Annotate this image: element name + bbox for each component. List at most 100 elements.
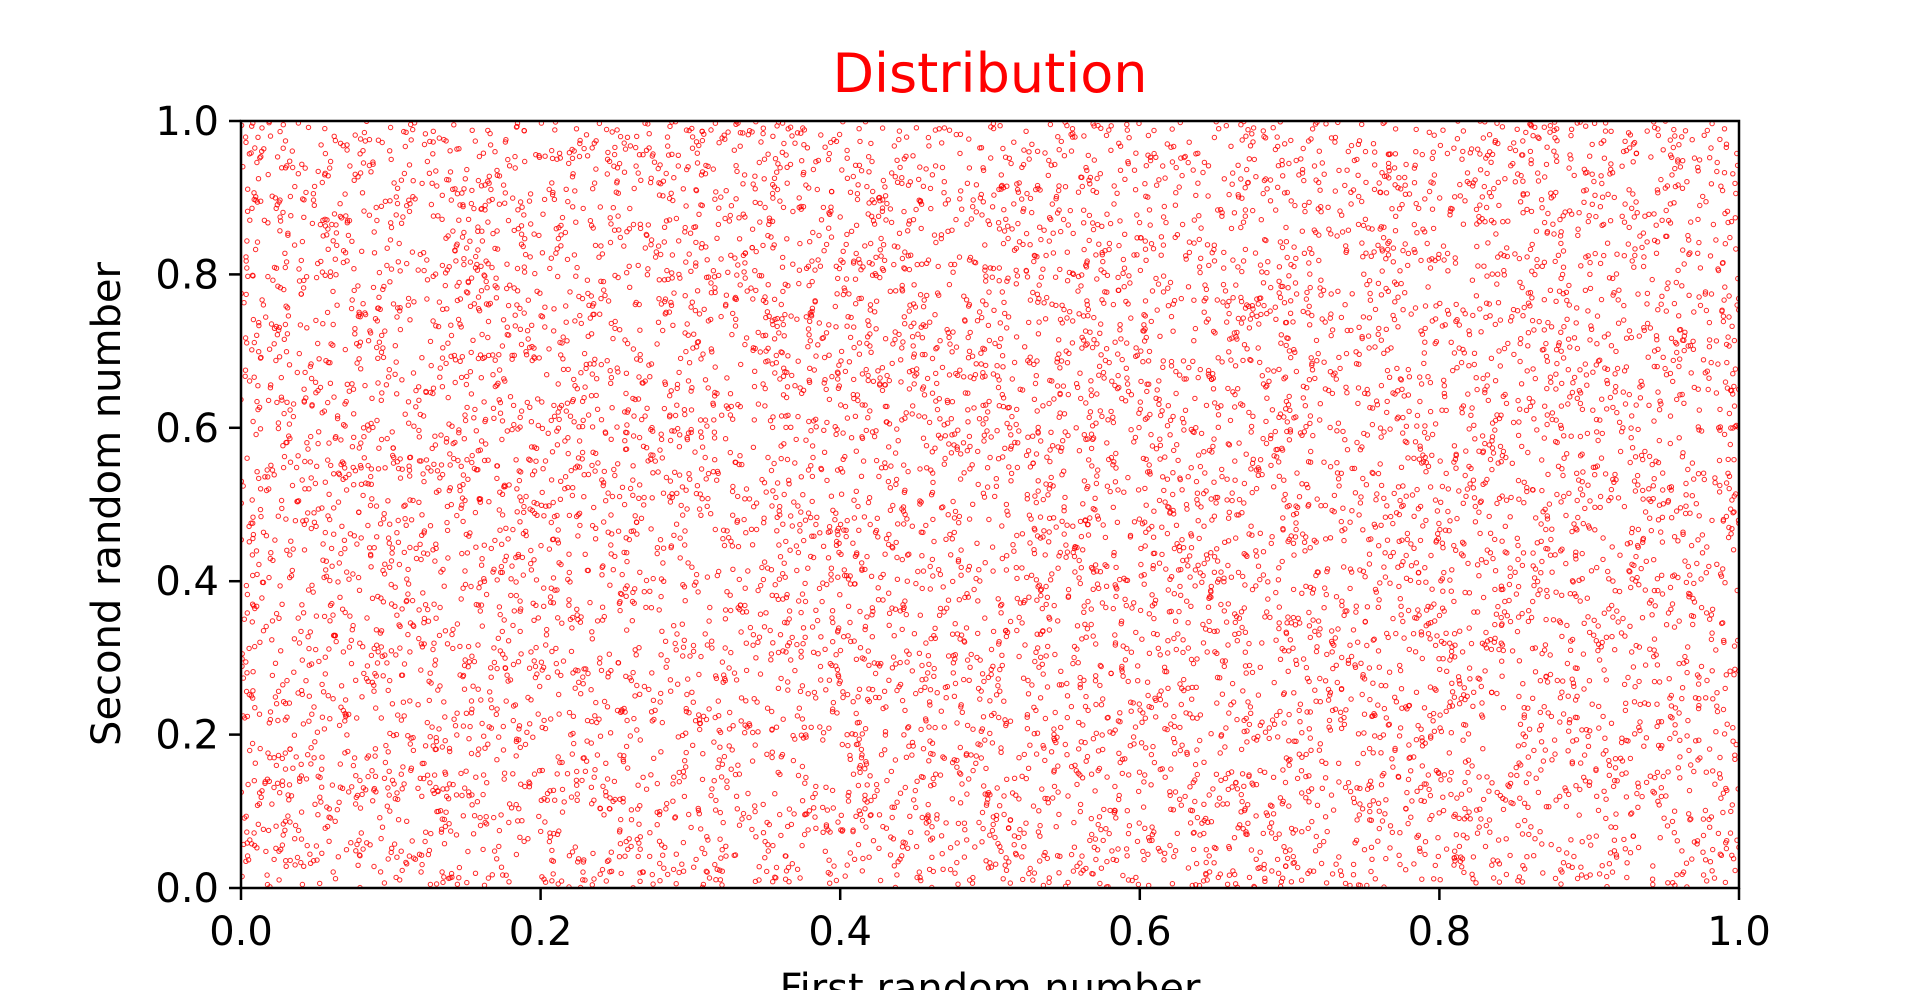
scatter-point xyxy=(1057,266,1063,273)
scatter-point xyxy=(964,180,971,187)
scatter-point xyxy=(1349,508,1355,514)
scatter-point xyxy=(1593,833,1600,839)
scatter-point xyxy=(836,131,843,138)
scatter-point xyxy=(389,429,395,435)
scatter-point xyxy=(567,289,573,295)
scatter-point xyxy=(1328,291,1334,297)
scatter-point xyxy=(1035,478,1041,484)
scatter-point xyxy=(1240,258,1247,264)
scatter-point xyxy=(1265,579,1271,585)
scatter-point xyxy=(382,759,389,766)
scatter-point xyxy=(1239,137,1245,143)
scatter-point xyxy=(1070,318,1076,324)
scatter-point xyxy=(491,645,497,651)
scatter-point xyxy=(826,725,832,731)
scatter-point xyxy=(1035,829,1042,835)
scatter-point xyxy=(1268,540,1275,547)
scatter-point xyxy=(1291,346,1297,353)
scatter-point xyxy=(1220,299,1226,305)
scatter-point xyxy=(1588,568,1595,574)
scatter-point xyxy=(1398,377,1405,383)
scatter-point xyxy=(416,458,423,464)
scatter-point xyxy=(1537,678,1544,684)
scatter-point xyxy=(1257,457,1264,463)
scatter-point xyxy=(1161,203,1168,210)
scatter-point xyxy=(698,466,705,472)
scatter-point xyxy=(647,853,653,860)
scatter-point xyxy=(242,335,249,341)
scatter-point xyxy=(1003,216,1009,223)
scatter-point xyxy=(1443,630,1449,636)
scatter-point xyxy=(283,863,289,869)
scatter-point xyxy=(1542,747,1549,753)
scatter-point xyxy=(1360,475,1366,482)
scatter-point xyxy=(1414,788,1420,794)
scatter-point xyxy=(1488,355,1495,361)
scatter-point xyxy=(1350,627,1357,633)
scatter-point xyxy=(1227,417,1234,424)
scatter-point xyxy=(931,665,937,672)
scatter-point xyxy=(555,409,561,415)
scatter-point xyxy=(1331,492,1338,499)
scatter-point xyxy=(712,285,718,291)
scatter-point xyxy=(776,542,782,548)
scatter-point xyxy=(1387,845,1393,851)
scatter-point xyxy=(453,792,460,798)
scatter-point xyxy=(770,195,776,201)
scatter-point xyxy=(1230,295,1236,301)
scatter-point xyxy=(458,770,464,777)
scatter-point xyxy=(551,328,557,334)
scatter-point xyxy=(1014,181,1020,187)
scatter-point xyxy=(1126,823,1133,829)
scatter-point xyxy=(1564,660,1571,667)
scatter-point xyxy=(588,393,595,399)
scatter-point xyxy=(506,801,513,807)
scatter-point xyxy=(1387,426,1393,432)
scatter-point xyxy=(1695,537,1701,543)
scatter-point xyxy=(1712,480,1718,486)
scatter-point xyxy=(1150,246,1157,252)
scatter-point xyxy=(1696,407,1703,413)
scatter-point xyxy=(1143,502,1149,508)
scatter-point xyxy=(1085,306,1092,313)
scatter-point xyxy=(1246,156,1253,162)
scatter-point xyxy=(1597,260,1604,267)
scatter-point xyxy=(1350,872,1357,878)
scatter-point xyxy=(1200,572,1206,579)
scatter-point xyxy=(1421,350,1428,356)
scatter-point xyxy=(1651,647,1657,653)
scatter-point xyxy=(310,197,317,203)
scatter-point xyxy=(1644,320,1651,327)
scatter-point xyxy=(894,576,901,582)
scatter-point xyxy=(895,521,901,527)
scatter-point xyxy=(1607,171,1613,177)
scatter-point xyxy=(775,649,782,656)
scatter-point xyxy=(930,751,936,757)
scatter-point xyxy=(1275,577,1282,583)
scatter-point xyxy=(1090,736,1097,742)
scatter-point xyxy=(1432,862,1439,869)
scatter-point xyxy=(909,752,915,758)
scatter-point xyxy=(834,467,841,473)
scatter-point xyxy=(813,607,819,613)
scatter-point xyxy=(416,434,422,440)
scatter-point xyxy=(483,441,489,447)
scatter-point xyxy=(882,184,888,190)
scatter-point xyxy=(1587,498,1593,504)
scatter-point xyxy=(1492,536,1498,543)
scatter-point xyxy=(1286,803,1292,809)
scatter-point xyxy=(1539,487,1545,494)
scatter-point xyxy=(1568,132,1574,139)
scatter-point xyxy=(1149,831,1156,838)
scatter-point xyxy=(280,122,286,128)
scatter-point xyxy=(515,551,522,558)
scatter-point xyxy=(1165,638,1171,644)
scatter-point xyxy=(797,521,803,528)
scatter-point xyxy=(358,535,364,541)
scatter-point xyxy=(677,355,684,362)
scatter-point xyxy=(1535,134,1541,140)
scatter-point xyxy=(1267,198,1274,204)
scatter-point xyxy=(1377,580,1383,586)
scatter-point xyxy=(624,422,630,428)
scatter-point xyxy=(1648,154,1654,160)
